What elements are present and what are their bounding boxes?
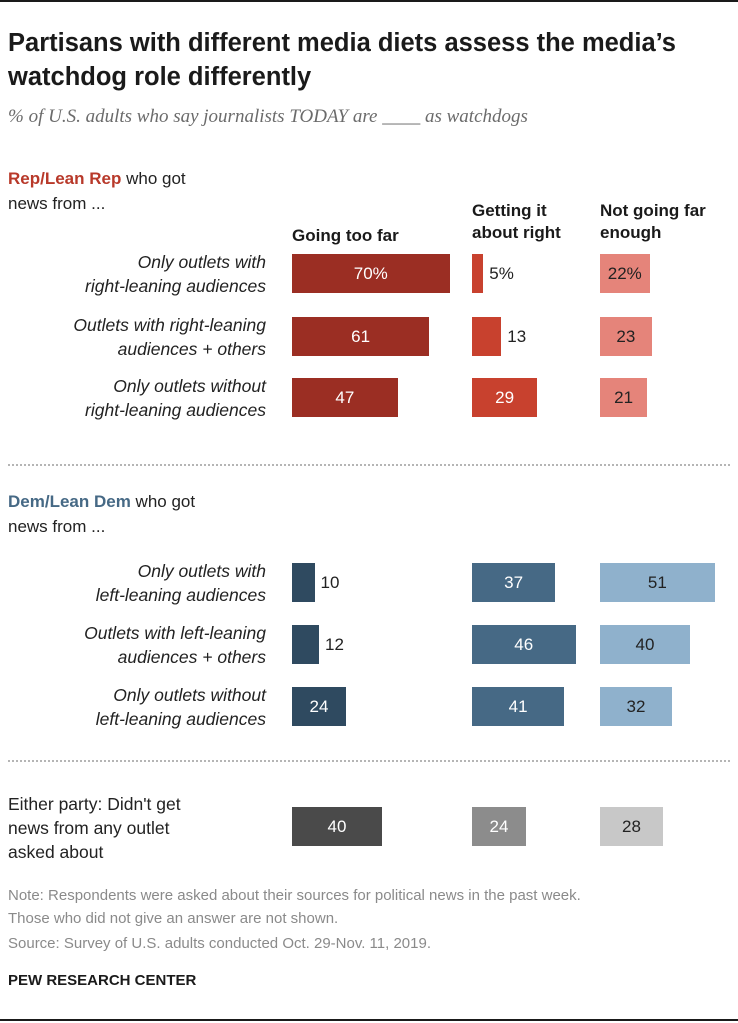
brand-logo-text: PEW RESEARCH CENTER [8,972,197,989]
bar-value-label: 5% [489,264,514,283]
bar [600,687,672,726]
row-label-line: Only outlets with [137,561,266,581]
row-label-line: Either party: Didn't get [8,794,181,814]
bar-value-label: 29 [495,388,515,407]
bar-value-label: 32 [626,697,646,716]
bar-value-label: 12 [325,635,344,654]
bar-value-label: 40 [635,635,655,654]
row-label-line: asked about [8,842,104,862]
bar-value-label: 13 [507,327,527,346]
row-label-line: audiences + others [117,647,266,667]
section-header-line2: news from ... [8,194,106,213]
column-header-going-too-far: Going too far [292,226,399,245]
row-label-line: audiences + others [117,339,266,359]
section-party-dem: Dem/Lean Dem [8,492,131,511]
bar [292,687,346,726]
section-header-rep: Rep/Lean Rep who got news from ... [8,166,308,216]
column-header-not-far-enough: Not going far enough [600,201,706,242]
section-divider [8,464,730,466]
bar [600,625,690,664]
column-header-about-right: Getting it about right [472,201,561,242]
chart-source: Source: Survey of U.S. adults conducted … [8,935,432,952]
bar [292,378,398,417]
bar-value-label: 61 [351,327,371,346]
bar-value-label: 24 [489,817,509,836]
row-label: Only outlets with right-leaning audiences [0,250,266,298]
row-label: Either party: Didn't get news from any ou… [8,792,248,864]
bottom-rule [0,1019,738,1021]
row-label-line: Only outlets without [113,376,266,396]
bar [292,625,319,664]
bar [292,254,450,293]
chart-subtitle: % of U.S. adults who say journalists TOD… [8,106,528,127]
bar-value-label: 70% [353,264,388,283]
bar-value-label: 23 [616,327,636,346]
bar-value-label: 10 [320,573,340,592]
section-header-rest: who got [130,492,196,511]
section-divider [8,760,730,762]
row-label-line: right-leaning audiences [85,400,266,420]
bar-value-label: 37 [504,573,524,592]
bar [600,563,715,602]
bar [292,563,315,602]
bar [472,807,526,846]
bar-value-label: 40 [327,817,347,836]
row-label-line: left-leaning audiences [95,709,266,729]
row-label: Only outlets without right-leaning audien… [0,374,266,422]
bar-value-label: 21 [614,388,634,407]
row-label-line: Only outlets without [113,685,266,705]
bar-value-label: 28 [622,817,641,836]
bar-value-label: 22% [607,264,642,283]
bar-value-label: 46 [514,635,534,654]
bar-value-label: 24 [309,697,329,716]
row-label-line: Outlets with left-leaning [84,623,266,643]
row-label-line: Outlets with right-leaning [73,315,266,335]
chart-note: Note: Respondents were asked about their… [8,887,581,927]
bar [472,625,576,664]
bar [600,254,650,293]
row-label-line: right-leaning audiences [85,276,266,296]
row-label: Only outlets with left-leaning audiences [0,559,266,607]
bar-value-label: 41 [508,697,528,716]
section-header-line2: news from ... [8,517,106,536]
top-rule [0,0,738,2]
bar [292,317,430,356]
section-party-rep: Rep/Lean Rep [8,169,122,188]
row-label-line: Only outlets with [137,252,266,272]
bar [472,687,565,726]
bar [600,378,648,417]
row-label: Only outlets without left-leaning audienc… [0,683,266,731]
section-header-rest: who got [121,169,186,188]
bar [472,317,502,356]
row-label: Outlets with right-leaning audiences + ot… [0,313,266,361]
bar [472,254,484,293]
bar [292,807,382,846]
bar [600,807,663,846]
chart-title: Partisans with different media diets ass… [8,29,676,91]
bar-value-label: 47 [335,388,355,407]
bar [600,317,652,356]
row-label-line: news from any outlet [8,818,170,838]
section-header-dem: Dem/Lean Dem who got news from ... [8,489,308,539]
bar [472,563,556,602]
row-label: Outlets with left-leaning audiences + oth… [0,621,266,669]
row-label-line: left-leaning audiences [95,585,266,605]
bar-value-label: 51 [647,573,667,592]
bar [472,378,538,417]
